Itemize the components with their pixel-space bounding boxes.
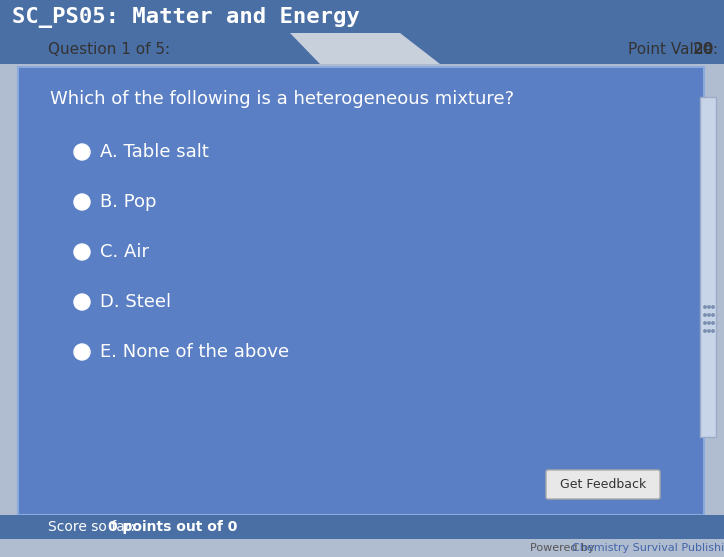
Circle shape bbox=[712, 314, 714, 316]
FancyBboxPatch shape bbox=[0, 0, 724, 33]
FancyBboxPatch shape bbox=[18, 67, 704, 515]
Circle shape bbox=[74, 294, 90, 310]
Text: 0 points out of 0: 0 points out of 0 bbox=[108, 520, 237, 534]
Circle shape bbox=[708, 314, 710, 316]
FancyBboxPatch shape bbox=[700, 97, 716, 437]
Circle shape bbox=[74, 144, 90, 160]
Text: A. Table salt: A. Table salt bbox=[100, 143, 209, 161]
Circle shape bbox=[74, 244, 90, 260]
Text: Chemistry Survival Publishing: Chemistry Survival Publishing bbox=[572, 543, 724, 553]
Circle shape bbox=[74, 194, 90, 210]
Text: B. Pop: B. Pop bbox=[100, 193, 156, 211]
FancyBboxPatch shape bbox=[0, 515, 724, 539]
Text: Get Feedback: Get Feedback bbox=[560, 478, 646, 491]
Polygon shape bbox=[0, 33, 320, 64]
Text: Which of the following is a heterogeneous mixture?: Which of the following is a heterogeneou… bbox=[50, 90, 514, 108]
Text: Question 1 of 5:: Question 1 of 5: bbox=[48, 42, 170, 56]
Polygon shape bbox=[400, 33, 724, 64]
Circle shape bbox=[712, 330, 714, 332]
Circle shape bbox=[704, 314, 706, 316]
Text: 20: 20 bbox=[693, 42, 715, 56]
Text: SC_PS05: Matter and Energy: SC_PS05: Matter and Energy bbox=[12, 7, 360, 27]
Circle shape bbox=[708, 322, 710, 324]
Circle shape bbox=[712, 306, 714, 308]
Circle shape bbox=[704, 330, 706, 332]
FancyBboxPatch shape bbox=[546, 470, 660, 499]
Circle shape bbox=[704, 306, 706, 308]
Circle shape bbox=[712, 322, 714, 324]
Text: D. Steel: D. Steel bbox=[100, 293, 171, 311]
Text: C. Air: C. Air bbox=[100, 243, 149, 261]
Text: Powered by: Powered by bbox=[530, 543, 602, 553]
Text: Point Value:: Point Value: bbox=[628, 42, 723, 56]
Polygon shape bbox=[330, 515, 724, 539]
FancyBboxPatch shape bbox=[0, 33, 724, 64]
Circle shape bbox=[708, 330, 710, 332]
Circle shape bbox=[74, 344, 90, 360]
Circle shape bbox=[704, 322, 706, 324]
Circle shape bbox=[708, 306, 710, 308]
Text: Score so far:: Score so far: bbox=[48, 520, 140, 534]
Text: E. None of the above: E. None of the above bbox=[100, 343, 289, 361]
